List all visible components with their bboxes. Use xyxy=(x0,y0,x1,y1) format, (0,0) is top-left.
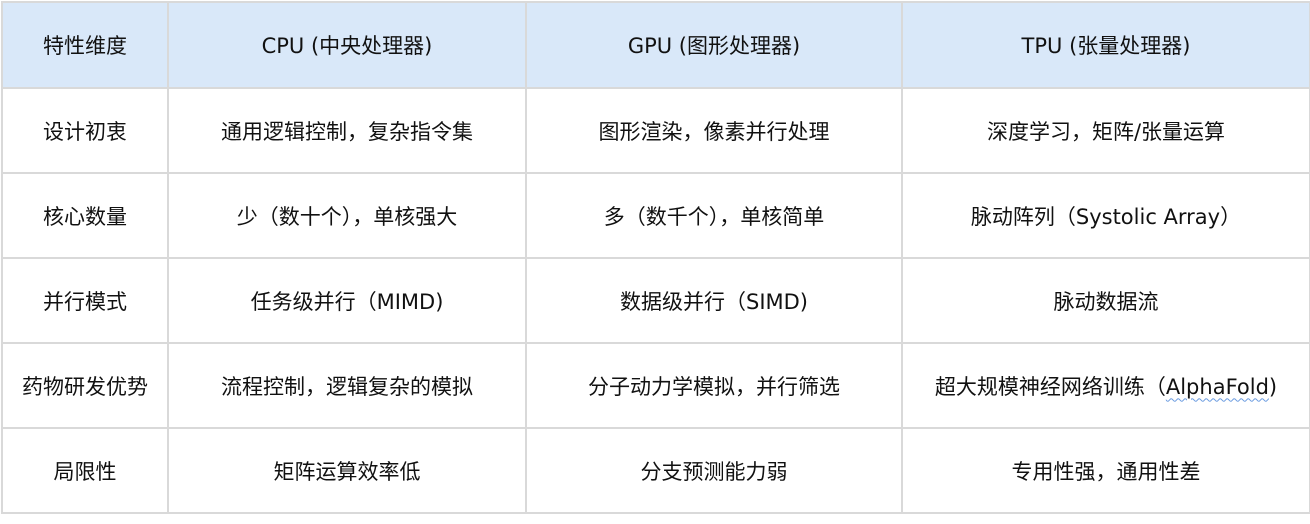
row-label: 药物研发优势 xyxy=(1,342,169,429)
table-cell: 数据级并行（SIMD) xyxy=(525,257,903,344)
cell-text: 超大规模神经网络训练（ xyxy=(934,374,1166,399)
row-label: 并行模式 xyxy=(1,257,169,344)
table-cell: 图形渲染，像素并行处理 xyxy=(525,87,903,174)
table-cell: 深度学习，矩阵/张量运算 xyxy=(901,87,1310,174)
header-cell: CPU (中央处理器) xyxy=(167,1,527,89)
table-cell: 通用逻辑控制，复杂指令集 xyxy=(167,87,527,174)
table-cell: 专用性强，通用性差 xyxy=(901,427,1310,514)
header-cell: TPU (张量处理器) xyxy=(901,1,1310,89)
table-cell: 多（数千个），单核简单 xyxy=(525,172,903,259)
row-label: 核心数量 xyxy=(1,172,169,259)
table-row: 药物研发优势 流程控制，逻辑复杂的模拟 分子动力学模拟，并行筛选 超大规模神经网… xyxy=(1,342,1310,429)
table-cell: 矩阵运算效率低 xyxy=(167,427,527,514)
table-row: 局限性 矩阵运算效率低 分支预测能力弱 专用性强，通用性差 xyxy=(1,427,1310,514)
spellcheck-word: AlphaFold xyxy=(1165,374,1269,399)
table-cell: 脉动阵列（Systolic Array） xyxy=(901,172,1310,259)
table-cell: 分子动力学模拟，并行筛选 xyxy=(525,342,903,429)
comparison-table: 特性维度 CPU (中央处理器) GPU (图形处理器) TPU (张量处理器)… xyxy=(1,1,1310,514)
table-cell: 任务级并行（MIMD) xyxy=(167,257,527,344)
table-cell: 脉动数据流 xyxy=(901,257,1310,344)
table-row: 设计初衷 通用逻辑控制，复杂指令集 图形渲染，像素并行处理 深度学习，矩阵/张量… xyxy=(1,87,1310,174)
row-label: 局限性 xyxy=(1,427,169,514)
table-cell: 流程控制，逻辑复杂的模拟 xyxy=(167,342,527,429)
header-cell: GPU (图形处理器) xyxy=(525,1,903,89)
table-cell: 少（数十个），单核强大 xyxy=(167,172,527,259)
row-label: 设计初衷 xyxy=(1,87,169,174)
table-row: 并行模式 任务级并行（MIMD) 数据级并行（SIMD) 脉动数据流 xyxy=(1,257,1310,344)
header-cell: 特性维度 xyxy=(1,1,169,89)
cell-text: ) xyxy=(1268,374,1278,399)
table-row: 核心数量 少（数十个），单核强大 多（数千个），单核简单 脉动阵列（Systol… xyxy=(1,172,1310,259)
header-row: 特性维度 CPU (中央处理器) GPU (图形处理器) TPU (张量处理器) xyxy=(1,1,1310,89)
table-cell: 分支预测能力弱 xyxy=(525,427,903,514)
table-cell: 超大规模神经网络训练（AlphaFold) xyxy=(901,342,1310,429)
